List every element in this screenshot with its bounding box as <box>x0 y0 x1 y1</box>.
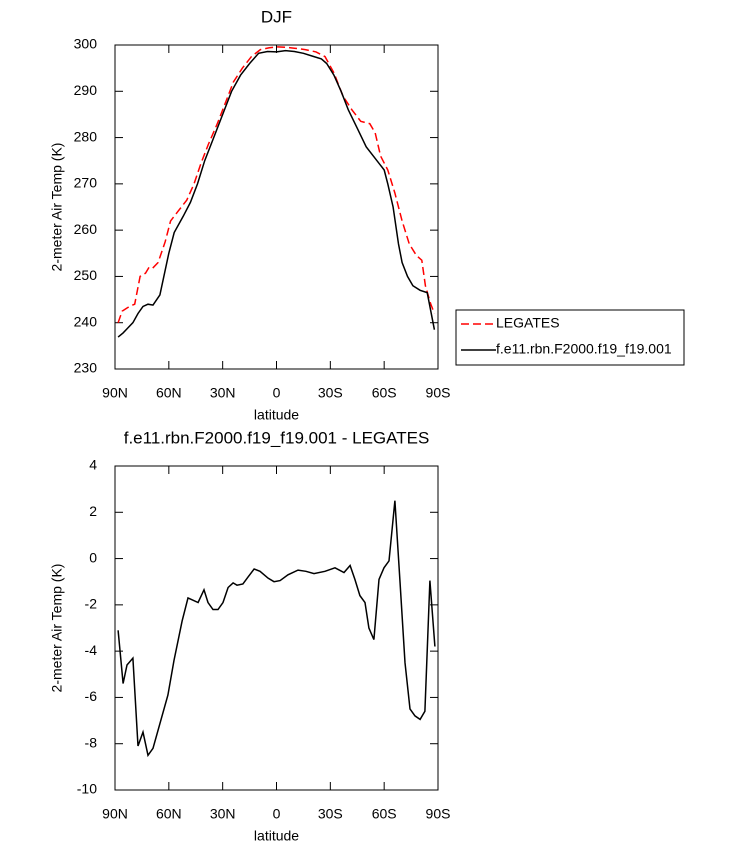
x-axis-label: latitude <box>254 407 299 423</box>
y-tick-label: 230 <box>74 360 98 376</box>
x-tick-label: 90S <box>426 385 451 401</box>
chart-title: f.e11.rbn.F2000.f19_f19.001 - LEGATES <box>124 428 430 447</box>
plot-frame <box>114 465 439 791</box>
y-tick-label: 240 <box>74 313 98 329</box>
x-tick-label: 90N <box>102 385 128 401</box>
x-tick-label: 30N <box>210 806 236 822</box>
y-tick-label: -10 <box>77 781 97 797</box>
y-tick-label: 250 <box>74 267 98 283</box>
x-tick-label: 0 <box>273 385 281 401</box>
y-axis-label: 2-meter Air Temp (K) <box>49 564 65 693</box>
x-tick-label: 30S <box>318 806 343 822</box>
x-tick-label: 90N <box>102 806 128 822</box>
y-tick-label: 300 <box>74 36 98 52</box>
legend-label: f.e11.rbn.F2000.f19_f19.001 <box>496 341 672 357</box>
x-tick-label: 60N <box>156 806 182 822</box>
x-tick-label: 60S <box>372 806 397 822</box>
y-axis-label: 2-meter Air Temp (K) <box>49 143 65 272</box>
plot-frame <box>114 44 439 370</box>
y-tick-label: -4 <box>85 642 98 658</box>
y-tick-label: 0 <box>89 549 97 565</box>
y-tick-label: 260 <box>74 221 98 237</box>
x-tick-label: 60S <box>372 385 397 401</box>
x-tick-label: 60N <box>156 385 182 401</box>
y-tick-label: 290 <box>74 82 98 98</box>
chart-title: DJF <box>261 7 292 26</box>
x-tick-label: 90S <box>426 806 451 822</box>
x-axis-label: latitude <box>254 828 299 844</box>
data-line <box>117 500 436 758</box>
legend-box <box>455 309 685 366</box>
data-line <box>117 46 436 323</box>
y-tick-label: 2 <box>89 503 97 519</box>
x-tick-label: 30N <box>210 385 236 401</box>
y-tick-label: 4 <box>89 457 97 473</box>
data-line <box>117 49 436 338</box>
y-tick-label: 270 <box>74 175 98 191</box>
x-tick-label: 30S <box>318 385 343 401</box>
x-tick-label: 0 <box>273 806 281 822</box>
y-tick-label: -6 <box>85 688 98 704</box>
y-tick-label: -2 <box>85 596 98 612</box>
y-tick-label: -8 <box>85 734 98 750</box>
y-tick-label: 280 <box>74 128 98 144</box>
legend-label: LEGATES <box>496 315 560 331</box>
